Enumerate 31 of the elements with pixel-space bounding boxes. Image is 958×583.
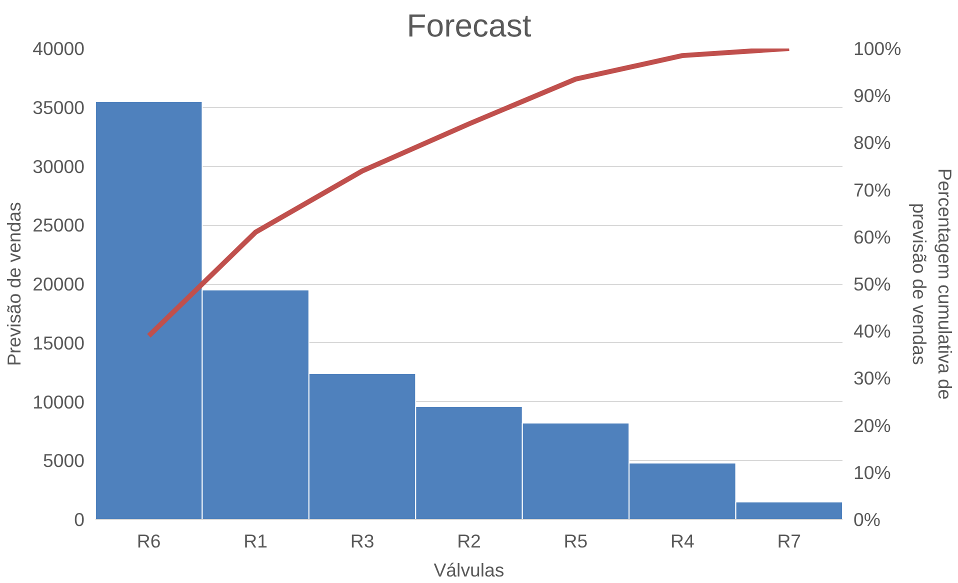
y-tick-label: 15000 [32,332,85,354]
y-tick-label: 10000 [32,391,85,412]
y-tick-label: 25000 [32,214,85,236]
x-tick-label: R3 [350,530,374,552]
x-tick-label: R4 [670,530,694,552]
x-tick-label: R6 [136,530,161,552]
y2-axis-title: Percentagem cumulativa de previsão de vendas [909,168,956,400]
y2-tick-label: 40% [854,320,891,342]
y2-tick-label: 80% [854,132,891,154]
x-tick-label: R5 [564,530,588,552]
y-tick-label: 0 [74,509,85,530]
chart-title: Forecast [406,8,532,44]
y2-tick-label: 20% [854,414,891,436]
y-tick-label: 40000 [32,38,85,59]
y-tick-label: 30000 [32,156,85,177]
x-axis-title: Válvulas [434,560,504,580]
x-tick-label: R7 [777,530,802,552]
y2-tick-label: 10% [854,462,891,483]
y-tick-label: 5000 [42,450,85,472]
y2-tick-label: 100% [854,38,902,59]
y2-tick-label: 60% [854,226,891,248]
y2-tick-label: 0% [854,509,880,530]
y2-tick-label: 70% [854,179,891,200]
y2-tick-label: 30% [854,368,891,389]
y2-tick-label: 50% [854,274,891,294]
y-tick-label: 35000 [32,96,85,118]
x-tick-label: R2 [457,530,481,552]
y-tick-label: 20000 [32,274,85,294]
y2-tick-label: 90% [854,85,891,106]
y-axis-title: Previsão de vendas [4,202,25,366]
x-tick-label: R1 [244,530,268,552]
